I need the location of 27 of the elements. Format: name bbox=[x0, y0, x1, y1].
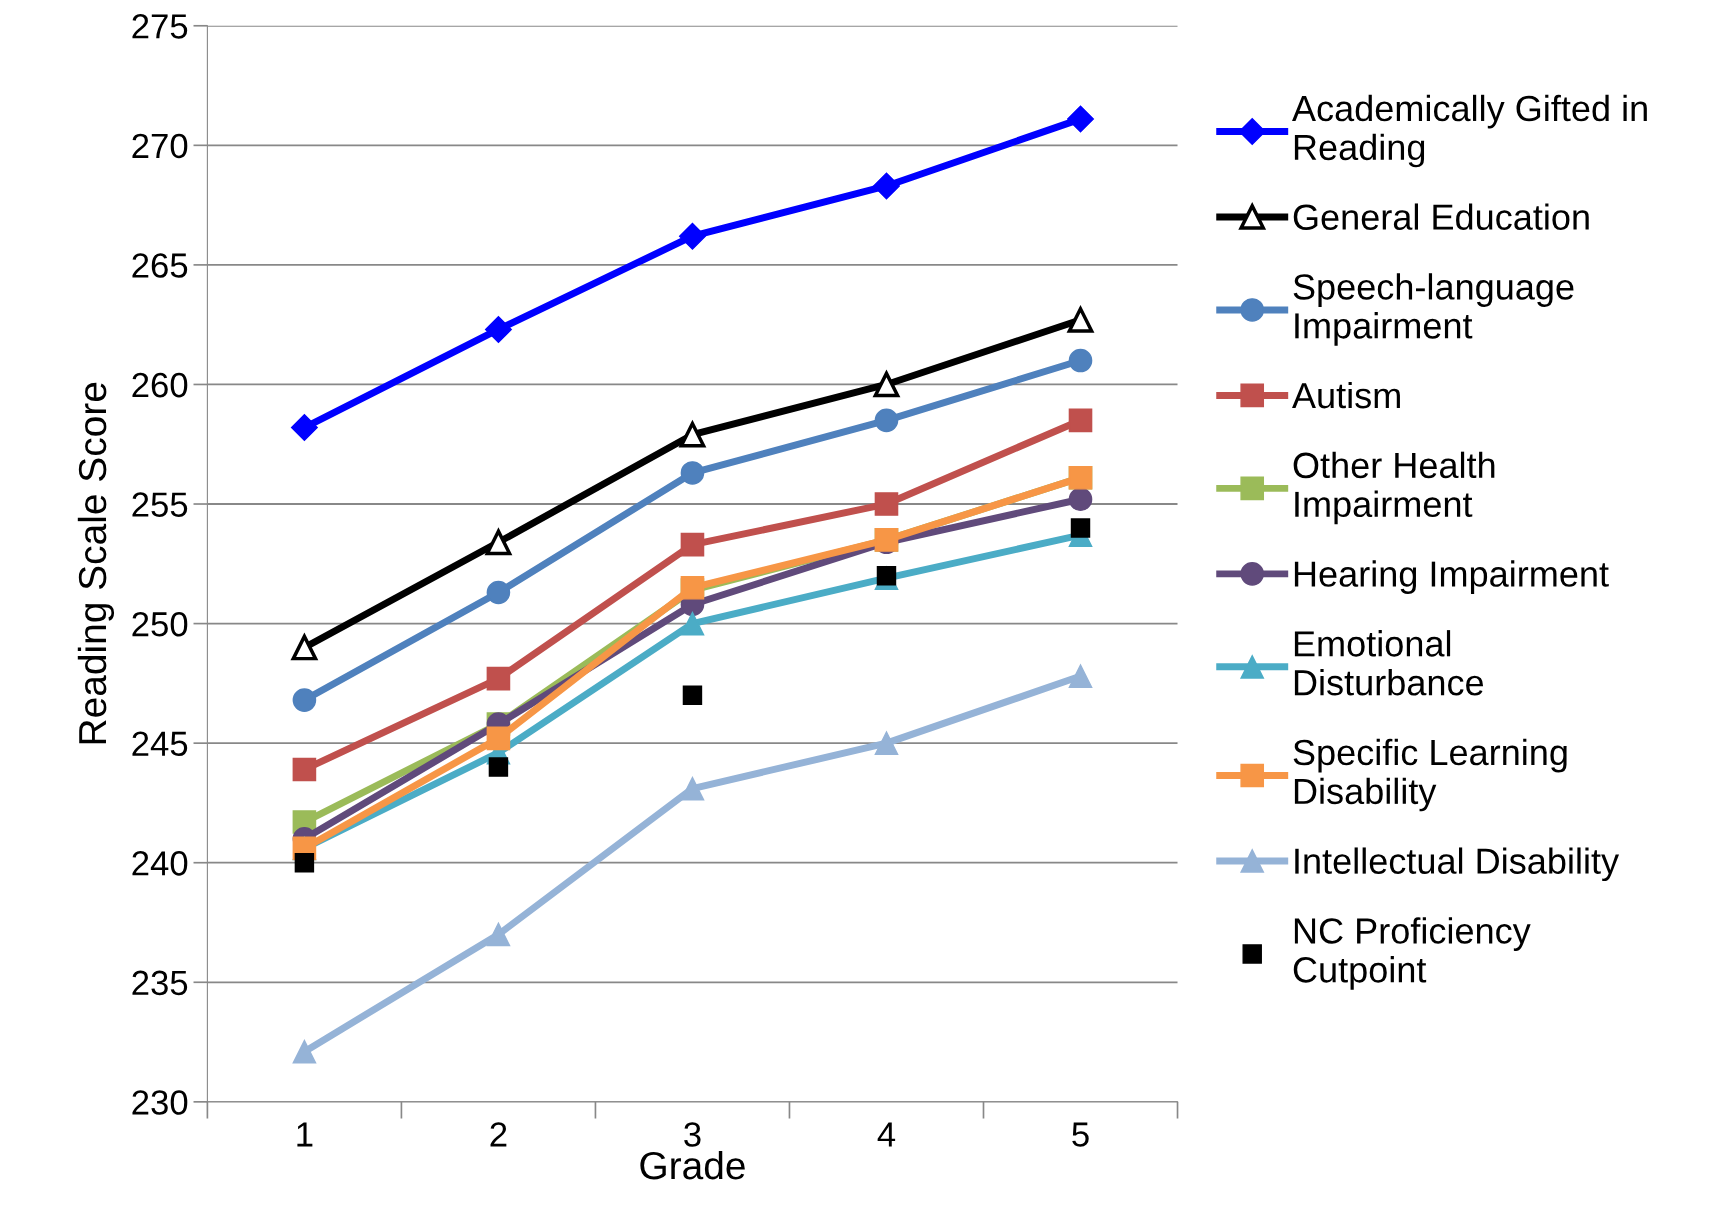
y-tick-label: 255 bbox=[132, 492, 188, 517]
y-tick-label: 230 bbox=[132, 1090, 188, 1115]
legend-label: Other Health Impairment bbox=[1293, 451, 1495, 525]
legend-label: Speech-language Impairment bbox=[1293, 273, 1574, 346]
x-tick-label: 2 bbox=[490, 1122, 507, 1147]
y-tick-label: 265 bbox=[132, 253, 188, 278]
legend-label: Intellectual Disability bbox=[1295, 847, 1620, 882]
x-tick-label: 4 bbox=[877, 1122, 896, 1147]
x-tick-label: 5 bbox=[1072, 1122, 1089, 1147]
y-tick-label: 240 bbox=[132, 851, 188, 876]
x-axis-title: Grade bbox=[640, 1150, 745, 1180]
legend-label: Specific Learning Disability bbox=[1293, 738, 1567, 812]
legend-label: Emotional Disturbance bbox=[1294, 630, 1484, 696]
legend-label: General Education bbox=[1293, 203, 1589, 230]
y-axis-title: Reading Scale Score bbox=[77, 382, 115, 744]
legend-label: Autism bbox=[1292, 381, 1400, 409]
y-tick-label: 250 bbox=[132, 611, 188, 637]
x-tick-label: 1 bbox=[297, 1122, 313, 1147]
legend-label: NC Proficiency Cutpoint bbox=[1293, 917, 1531, 990]
x-tick-label: 3 bbox=[684, 1122, 701, 1147]
y-tick-label: 235 bbox=[132, 970, 188, 996]
legend-label: Academically Gifted in Reading bbox=[1292, 94, 1647, 168]
y-tick-label: 275 bbox=[132, 14, 188, 39]
y-tick-label: 245 bbox=[132, 731, 188, 757]
y-tick-label: 270 bbox=[132, 133, 188, 159]
y-tick-label: 260 bbox=[132, 372, 188, 398]
legend-label: Hearing Impairment bbox=[1294, 560, 1609, 594]
